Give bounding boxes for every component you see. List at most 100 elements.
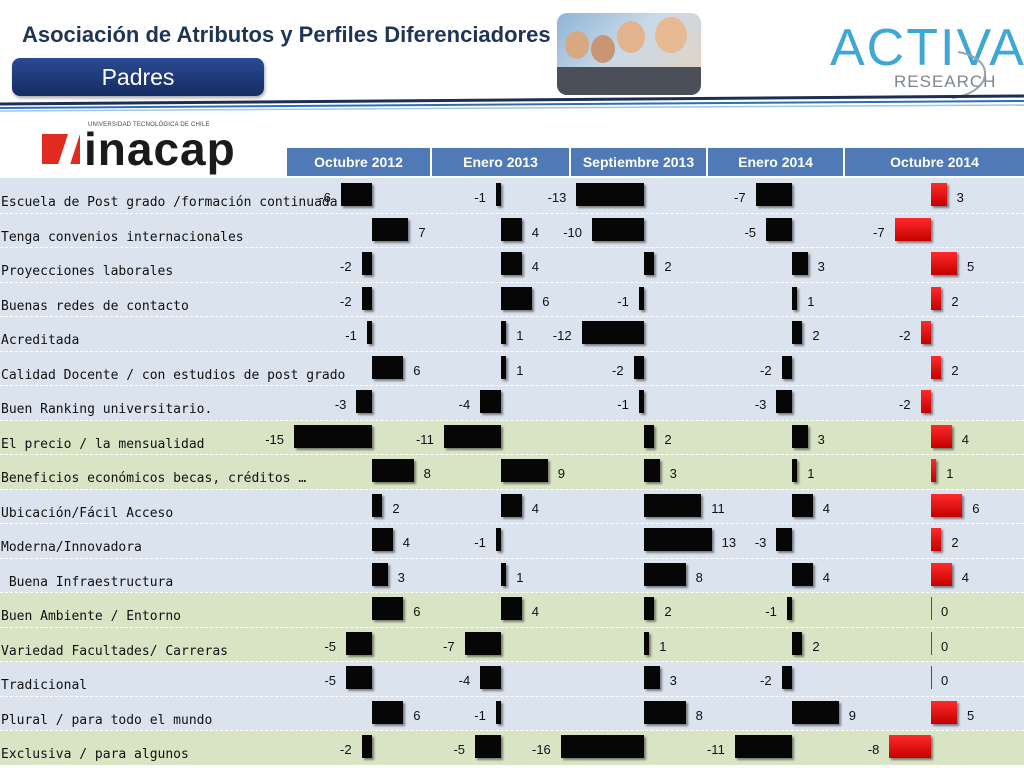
bar bbox=[644, 252, 655, 275]
column-header: Septiembre 2013 bbox=[571, 148, 706, 176]
data-label: -8 bbox=[867, 742, 880, 757]
data-label: 1 bbox=[807, 466, 815, 481]
row-band bbox=[0, 695, 1024, 730]
brand-logo: ACTIVA RESEARCH bbox=[828, 18, 1024, 100]
data-label: 9 bbox=[848, 707, 857, 723]
data-label: 3 bbox=[669, 466, 677, 481]
bar bbox=[644, 597, 655, 620]
data-label: -6 bbox=[319, 190, 331, 205]
data-label: -16 bbox=[532, 742, 551, 757]
bar bbox=[372, 528, 393, 551]
bar bbox=[372, 597, 404, 620]
bar bbox=[366, 321, 372, 344]
row-band bbox=[0, 385, 1024, 420]
data-label: -7 bbox=[443, 638, 455, 654]
row-band bbox=[0, 730, 1024, 765]
row-band bbox=[0, 661, 1024, 696]
data-label: -2 bbox=[899, 397, 911, 412]
data-label: -1 bbox=[617, 397, 629, 412]
bar bbox=[792, 459, 798, 482]
data-label: 2 bbox=[812, 638, 820, 654]
bar bbox=[644, 493, 702, 517]
row-label: Buen Ambiente / Entorno bbox=[1, 609, 182, 624]
row-label: Buena Infraestructura bbox=[1, 574, 174, 590]
bar bbox=[755, 183, 792, 206]
bar bbox=[495, 183, 501, 206]
data-label: 4 bbox=[822, 500, 831, 516]
bar bbox=[920, 390, 931, 413]
bar bbox=[501, 562, 507, 586]
bar bbox=[501, 355, 507, 379]
data-label: -5 bbox=[324, 638, 336, 654]
row-separator bbox=[0, 661, 1024, 662]
data-label: -2 bbox=[899, 328, 911, 343]
data-label: 4 bbox=[961, 569, 970, 585]
data-label: -3 bbox=[334, 397, 347, 412]
data-label: 4 bbox=[822, 569, 831, 585]
bar bbox=[931, 355, 942, 379]
row-band bbox=[0, 178, 1024, 213]
bar bbox=[501, 252, 522, 275]
row-separator bbox=[0, 557, 1024, 559]
data-label: -7 bbox=[873, 224, 885, 240]
bar bbox=[931, 183, 947, 206]
bar bbox=[294, 424, 372, 448]
row-band bbox=[0, 557, 1024, 592]
bar bbox=[792, 286, 798, 310]
row-label: Plural / para todo el mundo bbox=[1, 712, 213, 728]
column-header: Enero 2013 bbox=[432, 148, 569, 176]
row-band bbox=[0, 523, 1024, 558]
data-label: 4 bbox=[961, 431, 970, 447]
bar bbox=[792, 321, 803, 344]
bar-zero bbox=[931, 666, 932, 689]
bar bbox=[792, 562, 813, 586]
bar bbox=[734, 735, 792, 758]
data-label: -13 bbox=[547, 190, 567, 205]
row-separator bbox=[0, 488, 1024, 490]
brand-logo-main: ACTIVA bbox=[830, 19, 1024, 77]
bar bbox=[361, 735, 372, 758]
data-label: 8 bbox=[695, 707, 703, 723]
data-label: -7 bbox=[734, 190, 746, 205]
data-label: 3 bbox=[397, 569, 405, 585]
row-separator bbox=[0, 523, 1024, 524]
data-label: -1 bbox=[474, 190, 486, 205]
bar bbox=[644, 631, 650, 655]
data-label: 3 bbox=[817, 259, 825, 274]
data-label: -2 bbox=[340, 293, 352, 309]
row-label: Ubicación/Fácil Acceso bbox=[1, 505, 174, 521]
data-label: 3 bbox=[817, 431, 825, 447]
data-label: 4 bbox=[531, 224, 540, 240]
bar bbox=[644, 700, 686, 724]
data-label: 4 bbox=[531, 259, 540, 274]
data-label: -4 bbox=[458, 397, 471, 412]
bar bbox=[346, 666, 372, 689]
column-header: Enero 2014 bbox=[708, 148, 843, 176]
bar bbox=[644, 528, 712, 551]
bar bbox=[920, 321, 931, 344]
row-label: Proyecciones laborales bbox=[1, 264, 174, 279]
data-label: 0 bbox=[941, 638, 949, 654]
page-title: Asociación de Atributos y Perfiles Difer… bbox=[22, 22, 551, 47]
row-separator bbox=[0, 281, 1024, 283]
bar bbox=[792, 252, 808, 275]
data-label: -1 bbox=[345, 328, 357, 343]
data-label: -5 bbox=[453, 742, 465, 757]
data-label: 1 bbox=[946, 466, 954, 481]
bar bbox=[372, 700, 404, 724]
bar bbox=[644, 666, 660, 689]
bar bbox=[792, 700, 839, 724]
row-band bbox=[0, 350, 1024, 385]
bar bbox=[644, 459, 660, 482]
row-label: Tradicional bbox=[1, 678, 88, 693]
bar bbox=[781, 666, 792, 689]
bar bbox=[792, 631, 803, 655]
data-label: -1 bbox=[474, 535, 486, 550]
bar bbox=[644, 562, 686, 586]
bar bbox=[501, 217, 522, 241]
data-label: 1 bbox=[659, 638, 667, 654]
data-label: -2 bbox=[340, 259, 352, 274]
row-separator bbox=[0, 730, 1024, 731]
row-label: Calidad Docente / con estudios de post g… bbox=[1, 367, 346, 383]
data-label: 5 bbox=[967, 259, 975, 274]
